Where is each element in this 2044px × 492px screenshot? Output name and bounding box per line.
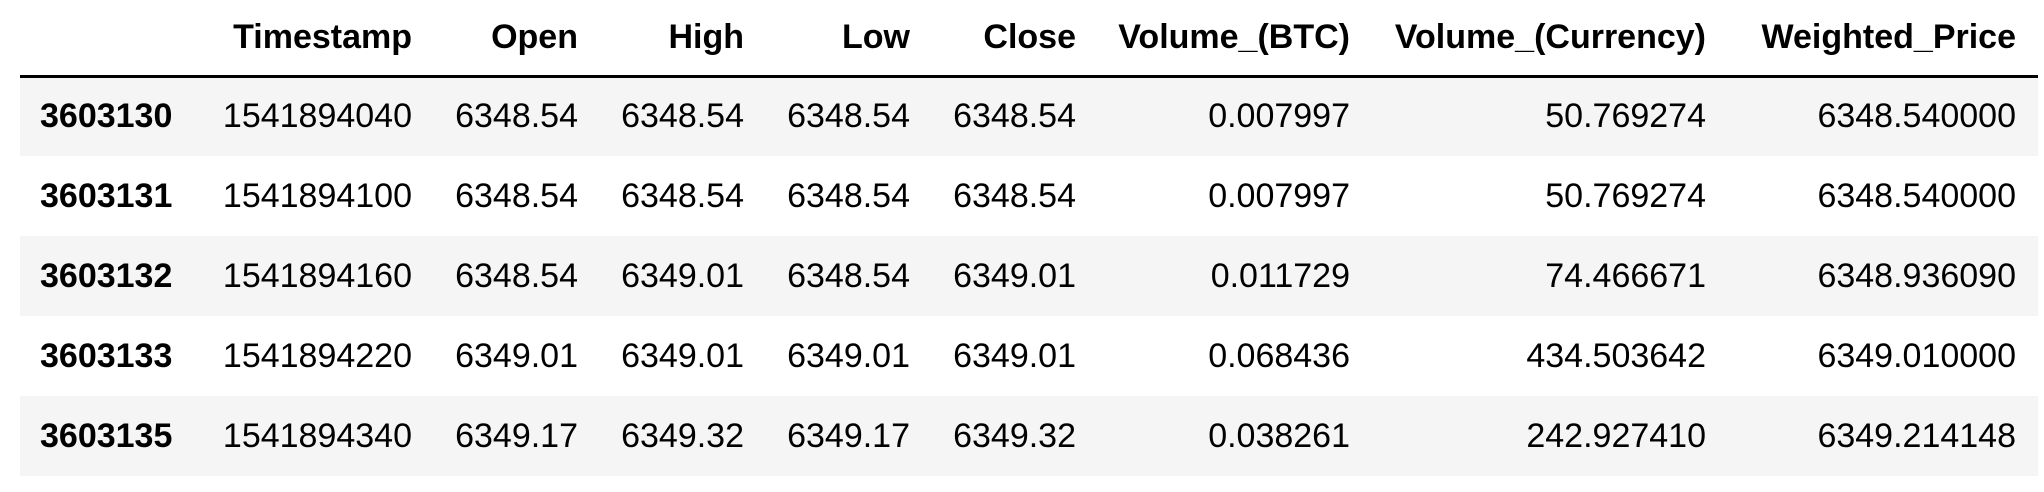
table-row: 3603135 1541894340 6349.17 6349.32 6349.… <box>20 396 2038 476</box>
row-index: 3603135 <box>40 416 173 455</box>
cell-volume-btc: 0.068436 <box>1208 336 1350 375</box>
row-index: 3603133 <box>40 336 173 375</box>
cell-volume-currency: 50.769274 <box>1545 176 1706 215</box>
cell-timestamp: 1541894340 <box>222 416 412 455</box>
header-row: Timestamp Open High Low Close Volume_(BT… <box>20 0 2038 78</box>
cell-close: 6348.54 <box>953 176 1076 215</box>
cell-volume-currency: 74.466671 <box>1545 256 1706 295</box>
row-index: 3603132 <box>40 256 173 295</box>
cell-timestamp: 1541894100 <box>222 176 412 215</box>
cell-open: 6349.17 <box>455 416 578 455</box>
cell-open: 6349.01 <box>455 336 578 375</box>
cell-weighted-price: 6348.540000 <box>1817 176 2016 215</box>
cell-timestamp: 1541894220 <box>222 336 412 375</box>
cell-volume-btc: 0.038261 <box>1208 416 1350 455</box>
cell-volume-btc: 0.007997 <box>1208 97 1350 136</box>
cell-volume-currency: 434.503642 <box>1526 336 1706 375</box>
column-header-weighted-price: Weighted_Price <box>1728 0 2038 78</box>
cell-high: 6348.54 <box>621 176 744 215</box>
cell-volume-currency: 50.769274 <box>1545 97 1706 136</box>
cell-weighted-price: 6348.936090 <box>1817 256 2016 295</box>
cell-high: 6349.32 <box>621 416 744 455</box>
column-header-volume-currency: Volume_(Currency) <box>1372 0 1728 78</box>
row-index: 3603130 <box>40 97 173 136</box>
cell-low: 6348.54 <box>787 256 910 295</box>
dataframe-table: Timestamp Open High Low Close Volume_(BT… <box>20 0 2038 476</box>
column-header-timestamp: Timestamp <box>198 0 434 78</box>
cell-weighted-price: 6349.010000 <box>1817 336 2016 375</box>
column-header-high: High <box>600 0 766 78</box>
table-header: Timestamp Open High Low Close Volume_(BT… <box>20 0 2038 78</box>
cell-low: 6348.54 <box>787 176 910 215</box>
cell-high: 6349.01 <box>621 256 744 295</box>
table-row: 3603133 1541894220 6349.01 6349.01 6349.… <box>20 316 2038 396</box>
cell-close: 6348.54 <box>953 97 1076 136</box>
cell-open: 6348.54 <box>455 256 578 295</box>
table-row: 3603130 1541894040 6348.54 6348.54 6348.… <box>20 76 2038 156</box>
index-header <box>20 0 198 78</box>
column-header-volume-btc: Volume_(BTC) <box>1098 0 1372 78</box>
cell-low: 6349.01 <box>787 336 910 375</box>
cell-weighted-price: 6349.214148 <box>1817 416 2016 455</box>
cell-timestamp: 1541894160 <box>222 256 412 295</box>
cell-close: 6349.01 <box>953 256 1076 295</box>
cell-volume-btc: 0.007997 <box>1208 176 1350 215</box>
cell-open: 6348.54 <box>455 176 578 215</box>
cell-weighted-price: 6348.540000 <box>1817 97 2016 136</box>
table-row: 3603132 1541894160 6348.54 6349.01 6348.… <box>20 236 2038 316</box>
column-header-low: Low <box>766 0 932 78</box>
cell-high: 6348.54 <box>621 97 744 136</box>
cell-open: 6348.54 <box>455 97 578 136</box>
cell-timestamp: 1541894040 <box>222 97 412 136</box>
table-body: 3603130 1541894040 6348.54 6348.54 6348.… <box>20 76 2038 476</box>
cell-volume-currency: 242.927410 <box>1526 416 1706 455</box>
cell-close: 6349.01 <box>953 336 1076 375</box>
row-index: 3603131 <box>40 176 173 215</box>
cell-low: 6349.17 <box>787 416 910 455</box>
cell-volume-btc: 0.011729 <box>1210 256 1350 295</box>
cell-close: 6349.32 <box>953 416 1076 455</box>
cell-low: 6348.54 <box>787 97 910 136</box>
column-header-open: Open <box>434 0 600 78</box>
cell-high: 6349.01 <box>621 336 744 375</box>
table-row: 3603131 1541894100 6348.54 6348.54 6348.… <box>20 156 2038 236</box>
column-header-close: Close <box>932 0 1098 78</box>
dataframe-output: Timestamp Open High Low Close Volume_(BT… <box>20 0 2040 476</box>
